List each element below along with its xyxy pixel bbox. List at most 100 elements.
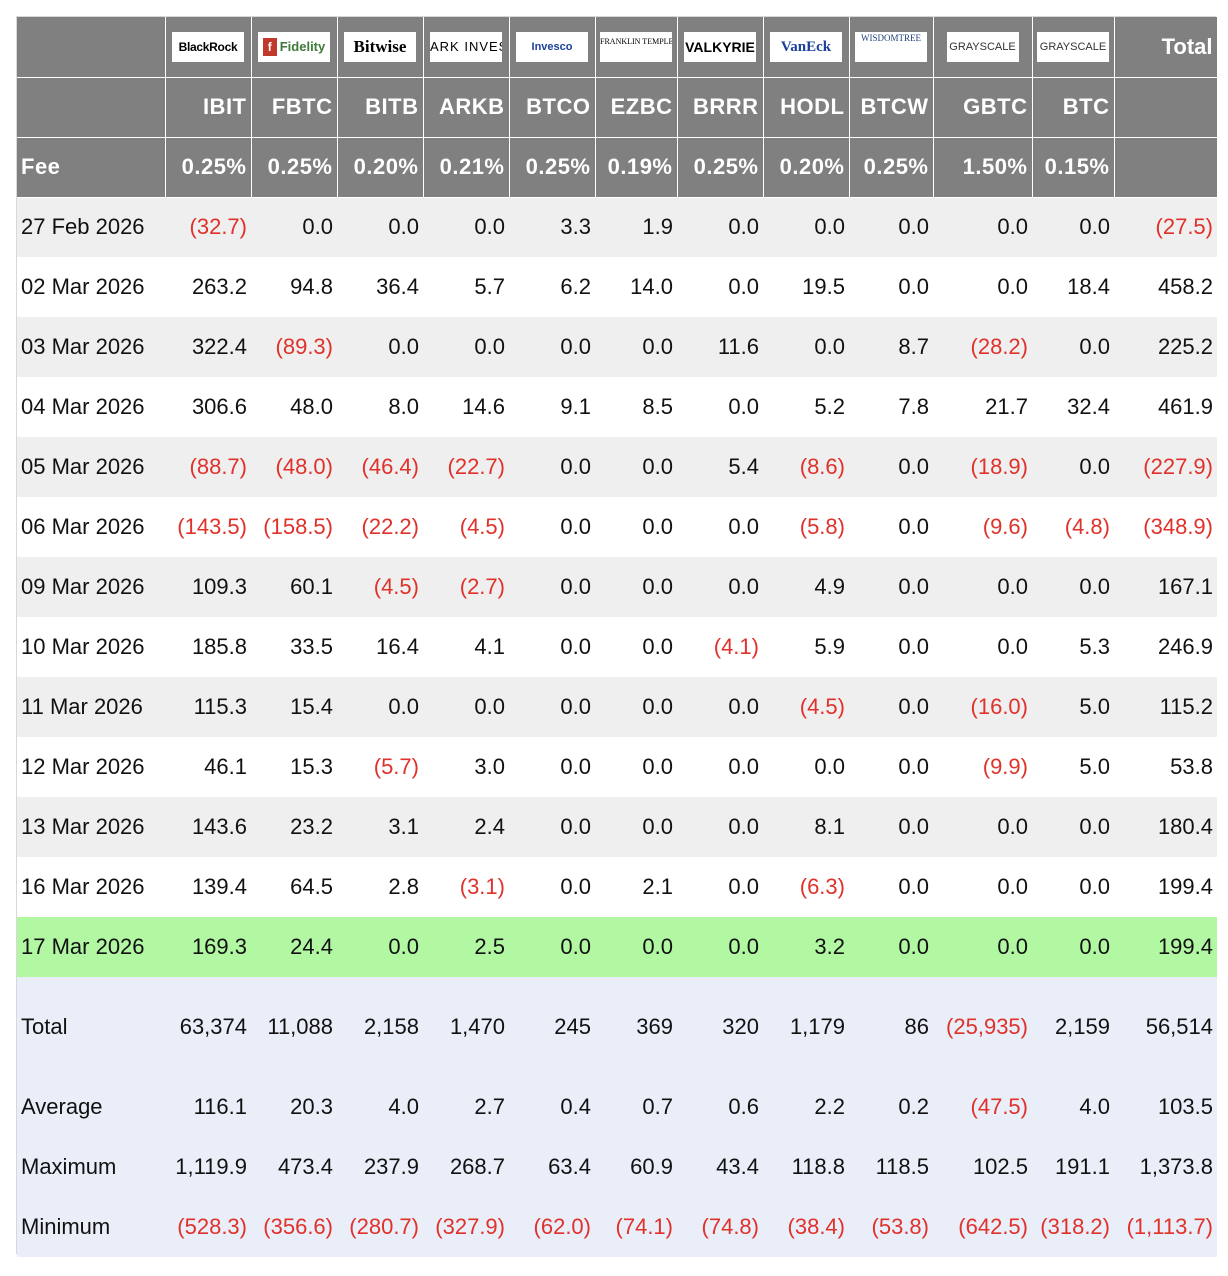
flow-cell: 94.8 (251, 257, 337, 317)
flow-cell: 0.0 (337, 917, 423, 977)
flow-cell: 9.1 (509, 377, 595, 437)
row-total-cell: 167.1 (1114, 557, 1217, 617)
fee-cell: 0.20% (763, 137, 850, 198)
flow-cell: 0.0 (849, 437, 933, 497)
flow-cell: (5.7) (337, 737, 423, 797)
flow-cell: 0.0 (849, 917, 933, 977)
flow-cell: 0.0 (849, 857, 933, 917)
summary-cell: 118.8 (763, 1137, 849, 1197)
flow-cell: 3.1 (337, 797, 423, 857)
flow-cell: (6.3) (763, 857, 849, 917)
flow-cell: 0.0 (677, 197, 763, 257)
flow-cell: 0.0 (677, 557, 763, 617)
flow-cell: 8.0 (337, 377, 423, 437)
grayscale-logo: GRAYSCALE (946, 31, 1019, 62)
date-cell: 09 Mar 2026 (17, 557, 165, 617)
flow-cell: 0.0 (509, 437, 595, 497)
flow-cell: 263.2 (165, 257, 251, 317)
flow-cell: 306.6 (165, 377, 251, 437)
row-total-cell: 180.4 (1114, 797, 1217, 857)
flow-cell: 0.0 (423, 197, 509, 257)
table-row: 13 Mar 2026 143.6 23.2 3.1 2.4 0.0 0.0 0.0 8.1 0.… (17, 797, 1217, 857)
summary-cell: 2,158 (337, 977, 423, 1077)
summary-label: Average (17, 1077, 165, 1137)
flow-cell: 36.4 (337, 257, 423, 317)
fee-cell: 1.50% (933, 137, 1033, 198)
logo-cell: BlackRock (165, 17, 252, 78)
summary-cell: 191.1 (1032, 1137, 1114, 1197)
flow-cell: 0.0 (849, 617, 933, 677)
flow-cell: 5.0 (1032, 677, 1114, 737)
logo-cell: ARK INVEST (423, 17, 510, 78)
date-cell: 10 Mar 2026 (17, 617, 165, 677)
ticker-row: IBIT FBTC BITB ARKB BTCO EZBC BRRR HODL BTCW GBTC… (17, 77, 1218, 138)
flow-cell: (5.8) (763, 497, 849, 557)
vaneck-logo: VanEck (770, 31, 842, 62)
ticker-row-corner (17, 77, 166, 138)
flow-cell: 33.5 (251, 617, 337, 677)
table-row: 09 Mar 2026 109.3 60.1 (4.5) (2.7) 0.0 0.0 0.0 4… (17, 557, 1217, 617)
date-cell: 02 Mar 2026 (17, 257, 165, 317)
logo-cell: FRANKLIN TEMPLETON (595, 17, 678, 78)
flow-cell: 0.0 (933, 617, 1032, 677)
flow-cell: 0.0 (1032, 437, 1114, 497)
row-total-cell: 225.2 (1114, 317, 1217, 377)
row-total-cell: 199.4 (1114, 857, 1217, 917)
flow-cell: 0.0 (933, 857, 1032, 917)
logo-cell: Bitwise (337, 17, 424, 78)
summary-total-cell: 1,373.8 (1114, 1137, 1217, 1197)
summary-row: Average 116.1 20.3 4.0 2.7 0.4 0.7 0.6 2.2 0.2 (47… (17, 1077, 1217, 1137)
flow-cell: (22.7) (423, 437, 509, 497)
table-row: 16 Mar 2026 139.4 64.5 2.8 (3.1) 0.0 2.1 0.0 (6.… (17, 857, 1217, 917)
flow-cell: 0.0 (595, 437, 677, 497)
ticker-header: HODL (763, 77, 850, 138)
date-cell: 11 Mar 2026 (17, 677, 165, 737)
summary-cell: 60.9 (595, 1137, 677, 1197)
flow-cell: 4.9 (763, 557, 849, 617)
flow-cell: 0.0 (933, 257, 1032, 317)
logo-cell: Invesco (509, 17, 596, 78)
flow-cell: 0.0 (509, 857, 595, 917)
logo-row-corner (17, 17, 166, 78)
flow-cell: 0.0 (595, 497, 677, 557)
summary-cell: 118.5 (849, 1137, 933, 1197)
franklin-templeton-logo: FRANKLIN TEMPLETON (600, 31, 672, 62)
date-cell: 06 Mar 2026 (17, 497, 165, 557)
flow-cell: 64.5 (251, 857, 337, 917)
fidelity-logo: f Fidelity (258, 31, 330, 62)
flow-cell: 0.0 (595, 677, 677, 737)
flow-cell: 14.6 (423, 377, 509, 437)
valkyrie-logo: VALKYRIE (684, 31, 756, 62)
flow-cell: 6.2 (509, 257, 595, 317)
summary-cell: 2.2 (763, 1077, 849, 1137)
summary-cell: 4.0 (337, 1077, 423, 1137)
summary-cell: (318.2) (1032, 1197, 1114, 1257)
flow-cell: 5.3 (1032, 617, 1114, 677)
summary-cell: 268.7 (423, 1137, 509, 1197)
flow-cell: 143.6 (165, 797, 251, 857)
logo-cell: f Fidelity (251, 17, 338, 78)
summary-cell: 86 (849, 977, 933, 1077)
table-row: 02 Mar 2026 263.2 94.8 36.4 5.7 6.2 14.0 0.0 19.… (17, 257, 1217, 317)
summary-cell: 0.6 (677, 1077, 763, 1137)
summary-label: Total (17, 977, 165, 1077)
flow-cell: 0.0 (677, 497, 763, 557)
flow-cell: 14.0 (595, 257, 677, 317)
fee-cell: 0.19% (595, 137, 678, 198)
date-cell: 04 Mar 2026 (17, 377, 165, 437)
flow-cell: 185.8 (165, 617, 251, 677)
flow-cell: 0.0 (849, 797, 933, 857)
flow-cell: 3.2 (763, 917, 849, 977)
fee-cell: 0.20% (337, 137, 424, 198)
flow-cell: 5.0 (1032, 737, 1114, 797)
table-row: 10 Mar 2026 185.8 33.5 16.4 4.1 0.0 0.0 (4.1) 5.… (17, 617, 1217, 677)
flow-cell: 0.0 (423, 677, 509, 737)
daily-flows: 27 Feb 2026 (32.7) 0.0 0.0 0.0 3.3 1.9 0.0 0.0 0.… (17, 197, 1217, 977)
grayscale-logo: GRAYSCALE (1037, 31, 1109, 62)
summary-cell: (528.3) (165, 1197, 251, 1257)
ticker-header: BTCO (509, 77, 596, 138)
flow-cell: 109.3 (165, 557, 251, 617)
flow-cell: (4.1) (677, 617, 763, 677)
